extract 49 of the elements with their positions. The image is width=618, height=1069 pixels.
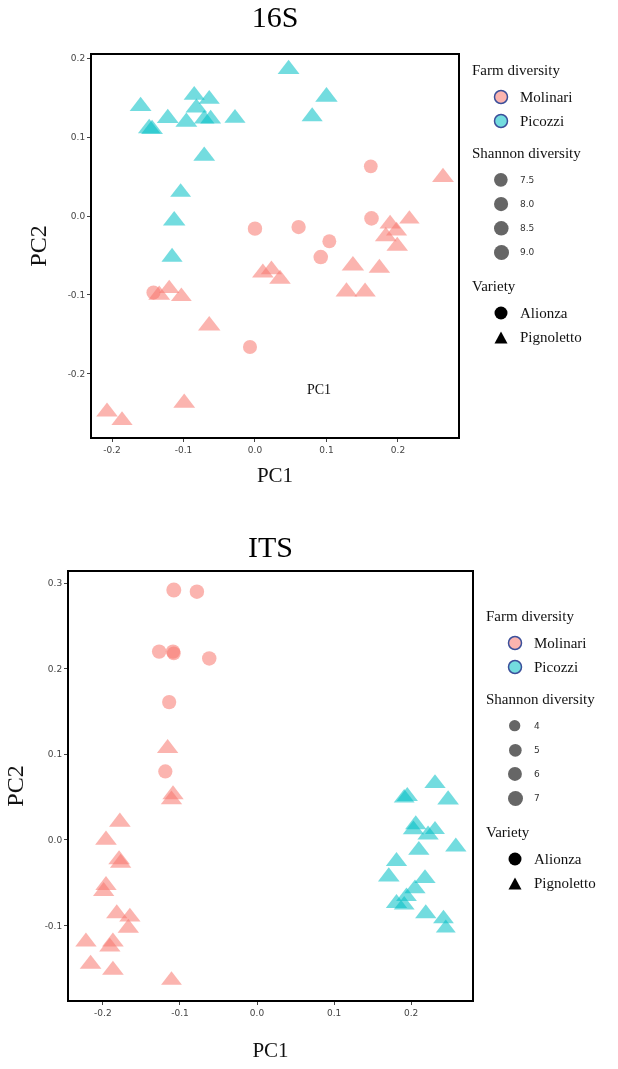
x-tick-label: 0.2: [403, 1007, 419, 1018]
y-tick-label: 0.2: [70, 53, 86, 64]
legend-label: 6: [534, 769, 540, 779]
legend-label: 8.5: [520, 223, 535, 233]
x-tick-label: -0.1: [174, 444, 193, 455]
legend-label: 9.0: [520, 247, 535, 257]
text: Pignoletto: [534, 874, 596, 892]
y-tick-label: 0.1: [70, 132, 86, 143]
legend-label: 7: [534, 793, 540, 803]
y-tick-label: 0.1: [47, 749, 63, 760]
legend-label: Molinari: [520, 88, 573, 106]
text: Variety: [472, 278, 517, 295]
legend-label: 7.5: [520, 175, 535, 185]
chart-title: 16S: [251, 0, 299, 33]
y-axis-title: PC2: [25, 225, 52, 267]
x-tick-label: 0.1: [319, 444, 334, 455]
y-tick-label: -0.2: [67, 369, 86, 380]
y-tick-label: -0.1: [67, 290, 86, 301]
y-axis-title: PC2: [2, 765, 29, 807]
x-tick-label: 0.2: [390, 444, 406, 455]
x-tick-label: -0.2: [103, 444, 121, 455]
text: Alionza: [534, 850, 582, 868]
x-tick-label: -0.1: [171, 1007, 189, 1018]
legend-label: Picozzi: [520, 112, 565, 130]
text: Pignoletto: [520, 328, 582, 346]
x-tick-label: 0.0: [247, 444, 263, 455]
text: Shannon diversity: [486, 691, 596, 708]
legend-label: 8.0: [520, 199, 535, 209]
text: Variety: [486, 824, 531, 841]
text: Alionza: [520, 304, 568, 322]
chart-title: ITS: [248, 530, 293, 563]
annotation: PC1: [307, 382, 332, 397]
legend-label: Molinari: [534, 634, 587, 652]
legend-title: Farm diversity: [486, 608, 575, 625]
y-tick-label: 0.0: [70, 211, 86, 222]
x-tick-label: 0.1: [326, 1007, 342, 1018]
text: Shannon diversity: [472, 145, 582, 162]
x-tick-label: -0.2: [94, 1007, 112, 1018]
legend-label: Picozzi: [534, 658, 579, 676]
x-axis-title: PC1: [256, 463, 294, 488]
y-tick-label: 0.3: [47, 578, 63, 589]
legend-label: 5: [534, 745, 540, 755]
x-tick-label: 0.0: [249, 1007, 265, 1018]
y-tick-label: -0.1: [44, 920, 63, 931]
y-tick-label: 0.2: [47, 663, 63, 674]
legend-label: 4: [534, 721, 540, 731]
x-axis-title: PC1: [252, 1038, 289, 1063]
legend-title: Farm diversity: [472, 62, 561, 79]
y-tick-label: 0.0: [47, 835, 63, 846]
